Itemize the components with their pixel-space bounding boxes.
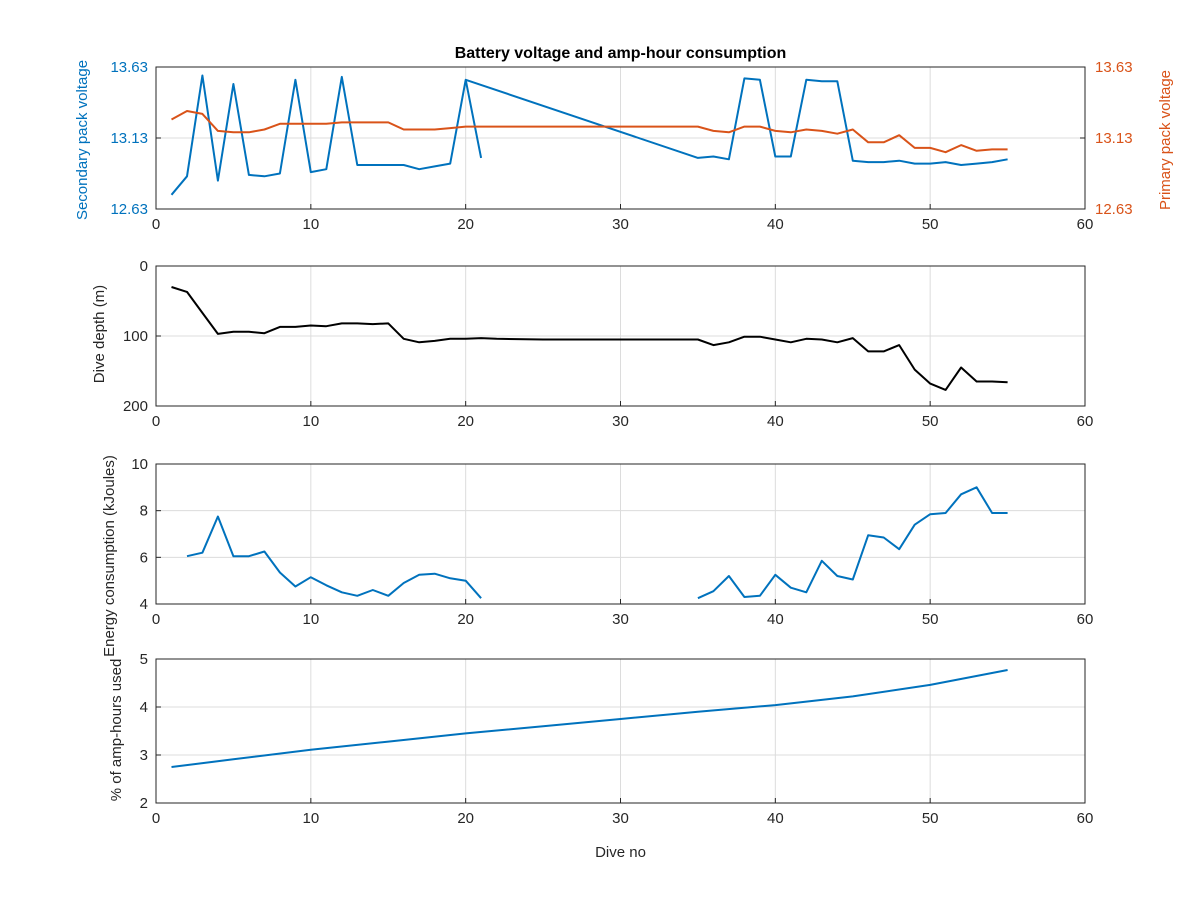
x-tick-label: 10 (302, 216, 319, 233)
x-tick-label: 50 (922, 413, 939, 430)
y-axis-label: Dive depth (m) (91, 285, 108, 383)
series-line-0 (186, 515, 482, 599)
x-tick-label: 0 (152, 810, 160, 827)
series-line-2 (171, 110, 1008, 154)
y-tick-label: 13.63 (110, 59, 148, 76)
x-tick-label: 0 (152, 413, 160, 430)
y-right-tick-label: 13.63 (1095, 59, 1133, 76)
y-tick-label: 100 (123, 328, 148, 345)
x-tick-label: 10 (302, 611, 319, 628)
y-tick-label: 4 (140, 596, 148, 613)
x-tick-label: 60 (1077, 216, 1094, 233)
x-tick-label: 20 (457, 810, 474, 827)
x-tick-label: 10 (302, 810, 319, 827)
y-right-tick-label: 12.63 (1095, 201, 1133, 218)
x-tick-label: 10 (302, 413, 319, 430)
x-tick-label: 40 (767, 611, 784, 628)
x-tick-label: 30 (612, 413, 629, 430)
x-tick-label: 0 (152, 216, 160, 233)
x-tick-label: 60 (1077, 413, 1094, 430)
x-tick-label: 30 (612, 611, 629, 628)
x-tick-label: 30 (612, 216, 629, 233)
y-tick-label: 5 (140, 651, 148, 668)
y-tick-label: 2 (140, 795, 148, 812)
x-tick-label: 50 (922, 810, 939, 827)
series-line-1 (697, 486, 1008, 600)
y-tick-label: 12.63 (110, 201, 148, 218)
amp-hours-panel: 0 10 20 30 40 50 60 2 3 4 5 % of amp-hours used Dive… (108, 651, 1093, 861)
depth-panel: 0 10 20 30 40 50 60 0 100 200 Dive depth (m) (91, 258, 1093, 430)
y-tick-label: 6 (140, 549, 148, 566)
y-axis-label: % of amp-hours used (108, 659, 125, 802)
x-tick-label: 20 (457, 413, 474, 430)
series-line-1 (465, 77, 1008, 166)
energy-panel: 0 10 20 30 40 50 60 4 6 8 10 Energy consumption (kJ… (101, 455, 1093, 657)
x-tick-label: 0 (152, 611, 160, 628)
x-tick-label: 50 (922, 611, 939, 628)
y-tick-label: 8 (140, 503, 148, 520)
y-tick-label: 0 (140, 258, 148, 275)
x-tick-label: 40 (767, 216, 784, 233)
y-axis-label: Energy consumption (kJoules) (101, 455, 118, 657)
x-tick-label: 50 (922, 216, 939, 233)
x-tick-label: 60 (1077, 810, 1094, 827)
y-tick-label: 10 (131, 456, 148, 473)
y-tick-label: 4 (140, 699, 148, 716)
y-axis-label: Secondary pack voltage (74, 60, 91, 220)
x-tick-label: 30 (612, 810, 629, 827)
series-line-0 (170, 74, 483, 196)
x-tick-label: 60 (1077, 611, 1094, 628)
series-line-0 (171, 669, 1008, 768)
y-right-axis-label: Primary pack voltage (1157, 70, 1174, 210)
y-tick-label: 3 (140, 747, 148, 764)
chart-title: Battery voltage and amp-hour consumption (455, 45, 787, 62)
x-tick-label: 40 (767, 413, 784, 430)
y-right-tick-label: 13.13 (1095, 130, 1133, 147)
x-axis-label: Dive no (595, 844, 646, 861)
x-tick-label: 40 (767, 810, 784, 827)
series-line-0 (171, 286, 1008, 391)
y-tick-label: 200 (123, 398, 148, 415)
x-tick-label: 20 (457, 216, 474, 233)
x-tick-label: 20 (457, 611, 474, 628)
voltage-panel: 0 10 20 30 40 50 6012.6313.1313.6312.6313.1313… (74, 45, 1174, 233)
y-tick-label: 13.13 (110, 130, 148, 147)
